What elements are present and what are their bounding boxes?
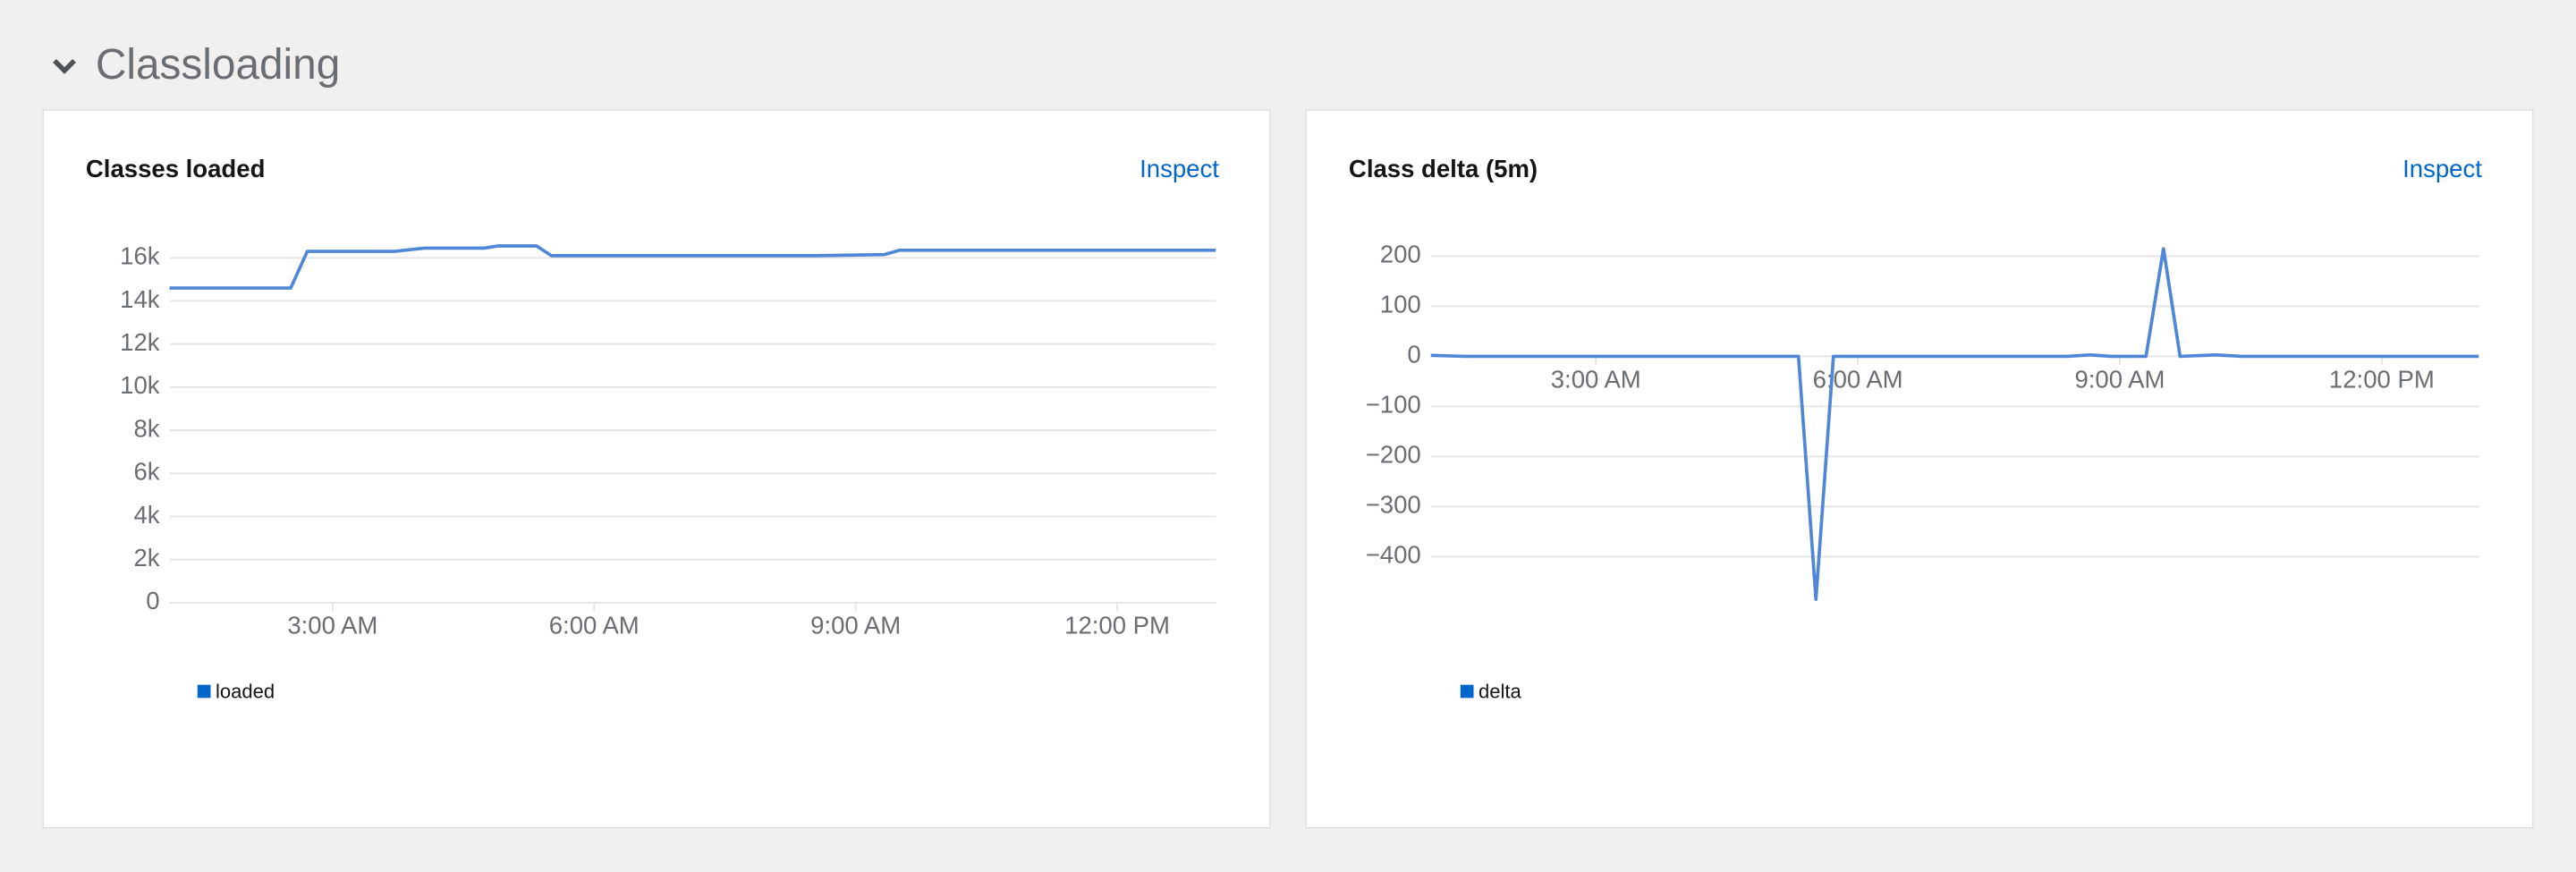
legend-swatch [197, 684, 211, 698]
series-line [169, 244, 1216, 290]
card [1305, 109, 2534, 828]
y-tick-label: 100 [1380, 291, 1421, 318]
x-tick-label: 3:00 AM [1551, 365, 1641, 393]
y-tick-label: 200 [1380, 241, 1421, 268]
y-tick-label: 12k [120, 328, 160, 356]
x-tick-label: 9:00 AM [810, 612, 901, 639]
legend-swatch [1460, 684, 1474, 698]
x-tick-label: 3:00 AM [287, 612, 377, 639]
collapse-chevron[interactable] [53, 58, 77, 74]
y-tick-label: 4k [133, 501, 159, 529]
legend-label: loaded [216, 681, 275, 703]
y-tick-label: −400 [1366, 541, 1421, 569]
x-tick-label: 6:00 AM [549, 612, 640, 639]
inspect-link[interactable]: Inspect [2402, 155, 2482, 182]
y-tick-label: −300 [1366, 491, 1421, 519]
y-tick-label: −200 [1366, 441, 1421, 469]
y-tick-label: 0 [146, 587, 159, 614]
x-tick-label: 12:00 PM [2329, 365, 2435, 393]
legend-label: delta [1479, 681, 1521, 703]
x-tick-label: 6:00 AM [1813, 365, 1903, 393]
inspect-link[interactable]: Inspect [1140, 155, 1219, 182]
series-line [1430, 247, 2479, 601]
y-tick-label: 6k [133, 458, 159, 486]
card-title: Classes loaded [86, 155, 265, 182]
x-tick-label: 9:00 AM [2074, 365, 2165, 393]
section-title[interactable]: Classloading [96, 41, 340, 89]
card [42, 109, 1271, 828]
y-tick-label: −100 [1366, 391, 1421, 419]
x-tick-label: 12:00 PM [1064, 612, 1170, 639]
y-tick-label: 16k [120, 242, 160, 270]
y-tick-label: 0 [1407, 341, 1420, 368]
y-tick-label: 10k [120, 371, 160, 399]
card-title: Class delta (5m) [1349, 155, 1538, 182]
y-tick-label: 8k [133, 414, 159, 442]
y-tick-label: 14k [120, 285, 160, 313]
y-tick-label: 2k [133, 544, 159, 571]
